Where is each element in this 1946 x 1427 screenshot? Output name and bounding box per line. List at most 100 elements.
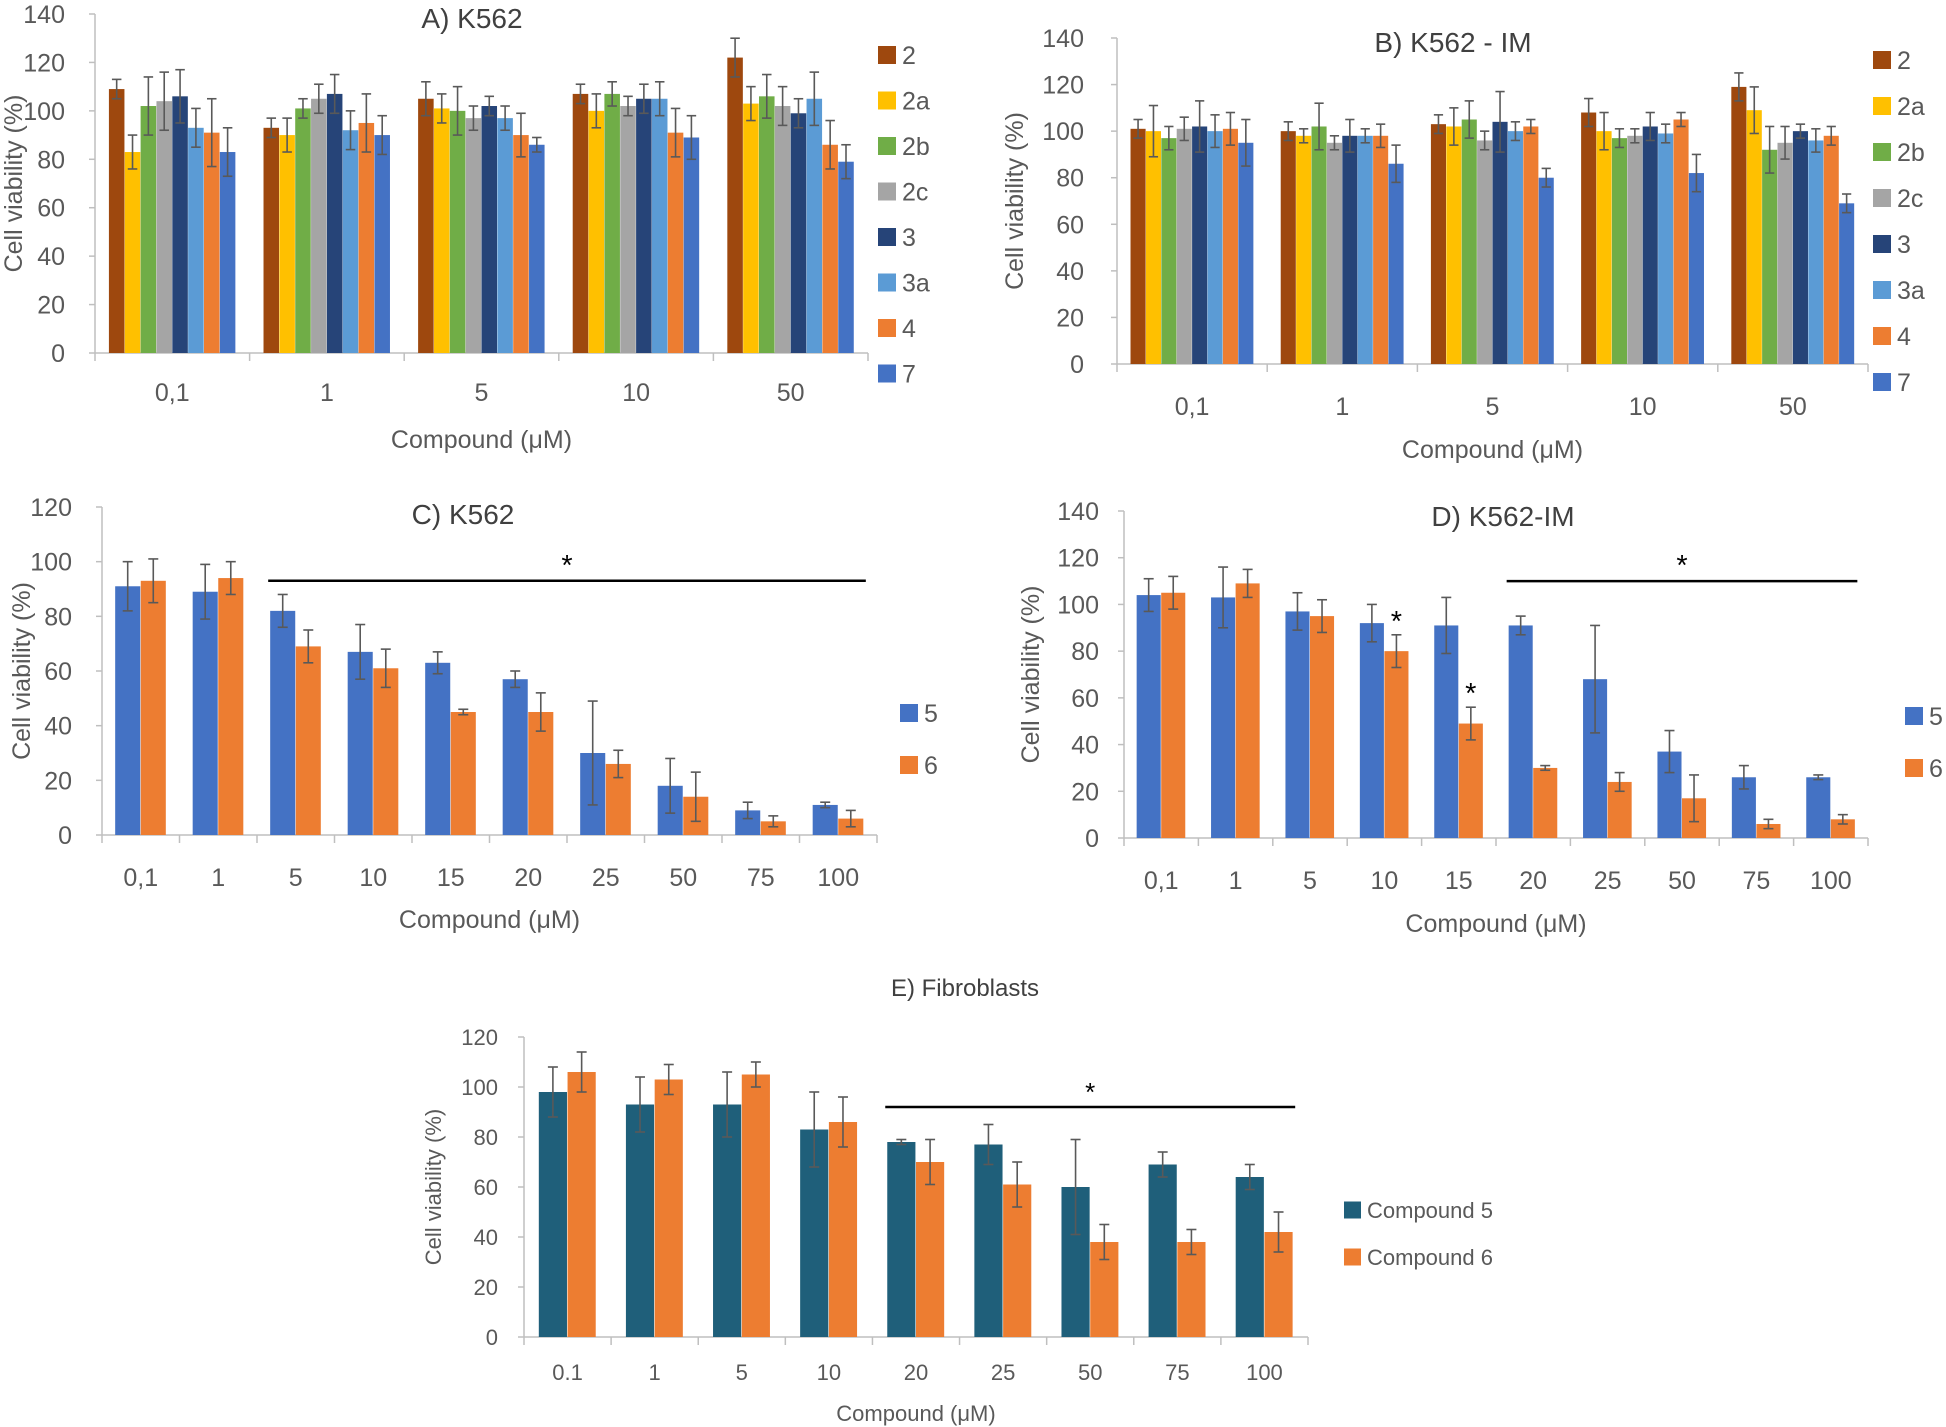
bar-2c-3	[620, 106, 636, 353]
legend-label: 5	[924, 700, 938, 728]
bar-4-4	[822, 144, 838, 353]
bar-compound-5-2	[713, 1104, 742, 1337]
bar-3-1	[326, 93, 343, 354]
error-bar	[432, 651, 443, 675]
error-bar	[1391, 633, 1402, 669]
error-bar	[1273, 1211, 1284, 1253]
error-bar	[510, 670, 521, 689]
error-bar	[468, 105, 479, 132]
error-bar	[222, 127, 233, 178]
y-tick-label: 20	[1071, 778, 1099, 806]
error-bar	[845, 809, 856, 828]
error-bar	[1157, 1151, 1168, 1178]
legend-swatch	[1873, 51, 1891, 69]
x-axis-label: Compound (μM)	[836, 1401, 995, 1426]
error-bar	[345, 110, 356, 151]
chart-e: E) Fibroblasts 0 20 40 60 80 100 120 0.1 1 5 10 20 25…	[421, 975, 1493, 1426]
bar-6-9	[1830, 819, 1855, 838]
legend-swatch	[878, 137, 896, 155]
error-bar	[1242, 568, 1253, 599]
error-bar	[143, 76, 154, 136]
y-axis-label: Cell viability (%)	[1001, 112, 1029, 290]
x-tick-label: 5	[289, 864, 303, 892]
x-tick-label: 1	[320, 379, 334, 407]
error-bar	[750, 1061, 761, 1088]
legend-swatch	[878, 91, 896, 110]
error-bar	[1510, 121, 1521, 142]
error-bar	[820, 801, 831, 809]
legend-swatch	[1873, 235, 1891, 253]
bar-7-3	[683, 137, 700, 353]
legend-swatch	[878, 228, 896, 246]
bar-4-1	[358, 122, 375, 353]
bar-2a-0	[1145, 131, 1162, 364]
chart-a: A) K562 0 20 40 60 80 100 120 140 0,1 1 5 10 50 Compou…	[0, 1, 930, 454]
legend: 56	[900, 700, 938, 780]
error-bar	[1664, 729, 1675, 774]
error-bar	[159, 71, 169, 132]
y-axis-label: Cell viability (%)	[1017, 586, 1045, 764]
error-bar	[587, 700, 598, 806]
legend-label: 7	[1897, 369, 1911, 397]
error-bar	[809, 71, 820, 127]
bar-7-1	[374, 135, 390, 353]
error-bar	[1465, 706, 1476, 741]
bar-6-5	[528, 712, 554, 835]
error-bar	[690, 771, 701, 823]
error-bar	[532, 136, 542, 153]
error-bar	[1811, 128, 1821, 153]
y-tick-label: 120	[1042, 72, 1084, 100]
bar-7-2	[1538, 177, 1554, 364]
bar-6-4	[450, 712, 476, 835]
error-bar	[122, 560, 133, 612]
error-bar	[200, 563, 211, 620]
error-bar	[575, 83, 586, 105]
legend-label: 4	[902, 315, 916, 343]
error-bar	[1661, 123, 1671, 144]
y-tick-label: 0	[486, 1325, 498, 1350]
error-bar	[298, 97, 308, 119]
bar-2a-2	[1446, 126, 1462, 364]
legend-label: 3a	[1897, 277, 1925, 305]
error-bar	[1826, 125, 1836, 146]
legend: 2 2a 2b 2c 3 3a 4 7	[878, 42, 930, 389]
y-tick-label: 140	[1057, 498, 1099, 526]
bar-4-0	[1222, 128, 1238, 364]
bar-2a-3	[588, 110, 605, 353]
legend: 2 2a 2b 2c 3 3a 4 7	[1873, 47, 1925, 397]
bar-2-1	[263, 127, 280, 353]
bar-6-2	[1310, 616, 1335, 838]
bar-2-4	[1731, 86, 1747, 365]
error-bar	[809, 1091, 820, 1168]
bar-3-3	[636, 98, 652, 353]
bar-2-0	[1130, 128, 1146, 364]
bar-2-3	[572, 93, 589, 354]
bar-2c-2	[1477, 140, 1493, 364]
x-tick-label: 25	[991, 1360, 1015, 1385]
bar-5-0	[115, 586, 141, 835]
legend-label: 3	[902, 224, 916, 252]
error-bar	[1168, 575, 1179, 610]
y-tick-label: 0	[58, 822, 72, 850]
error-bar	[1441, 596, 1452, 655]
x-tick-label: 5	[475, 379, 489, 407]
bar-3-2	[1492, 121, 1508, 364]
bar-2b-4	[1762, 149, 1778, 364]
bar-7-1	[1388, 163, 1404, 364]
error-bar	[127, 134, 138, 170]
error-bar	[1738, 764, 1749, 790]
bar-2b-0	[1161, 138, 1177, 364]
error-bar	[686, 114, 697, 161]
legend-label: 2	[902, 42, 916, 70]
significance-star: *	[561, 550, 572, 582]
y-tick-label: 20	[44, 767, 72, 795]
bar-2-2	[1430, 124, 1447, 365]
bar-2a-2	[433, 108, 450, 353]
bar-5-4	[1434, 625, 1459, 838]
bar-7-4	[1839, 203, 1855, 364]
error-bar	[925, 1138, 936, 1186]
error-bar	[1813, 774, 1824, 781]
y-tick-label: 0	[51, 340, 65, 368]
bar-2c-0	[1176, 128, 1192, 364]
